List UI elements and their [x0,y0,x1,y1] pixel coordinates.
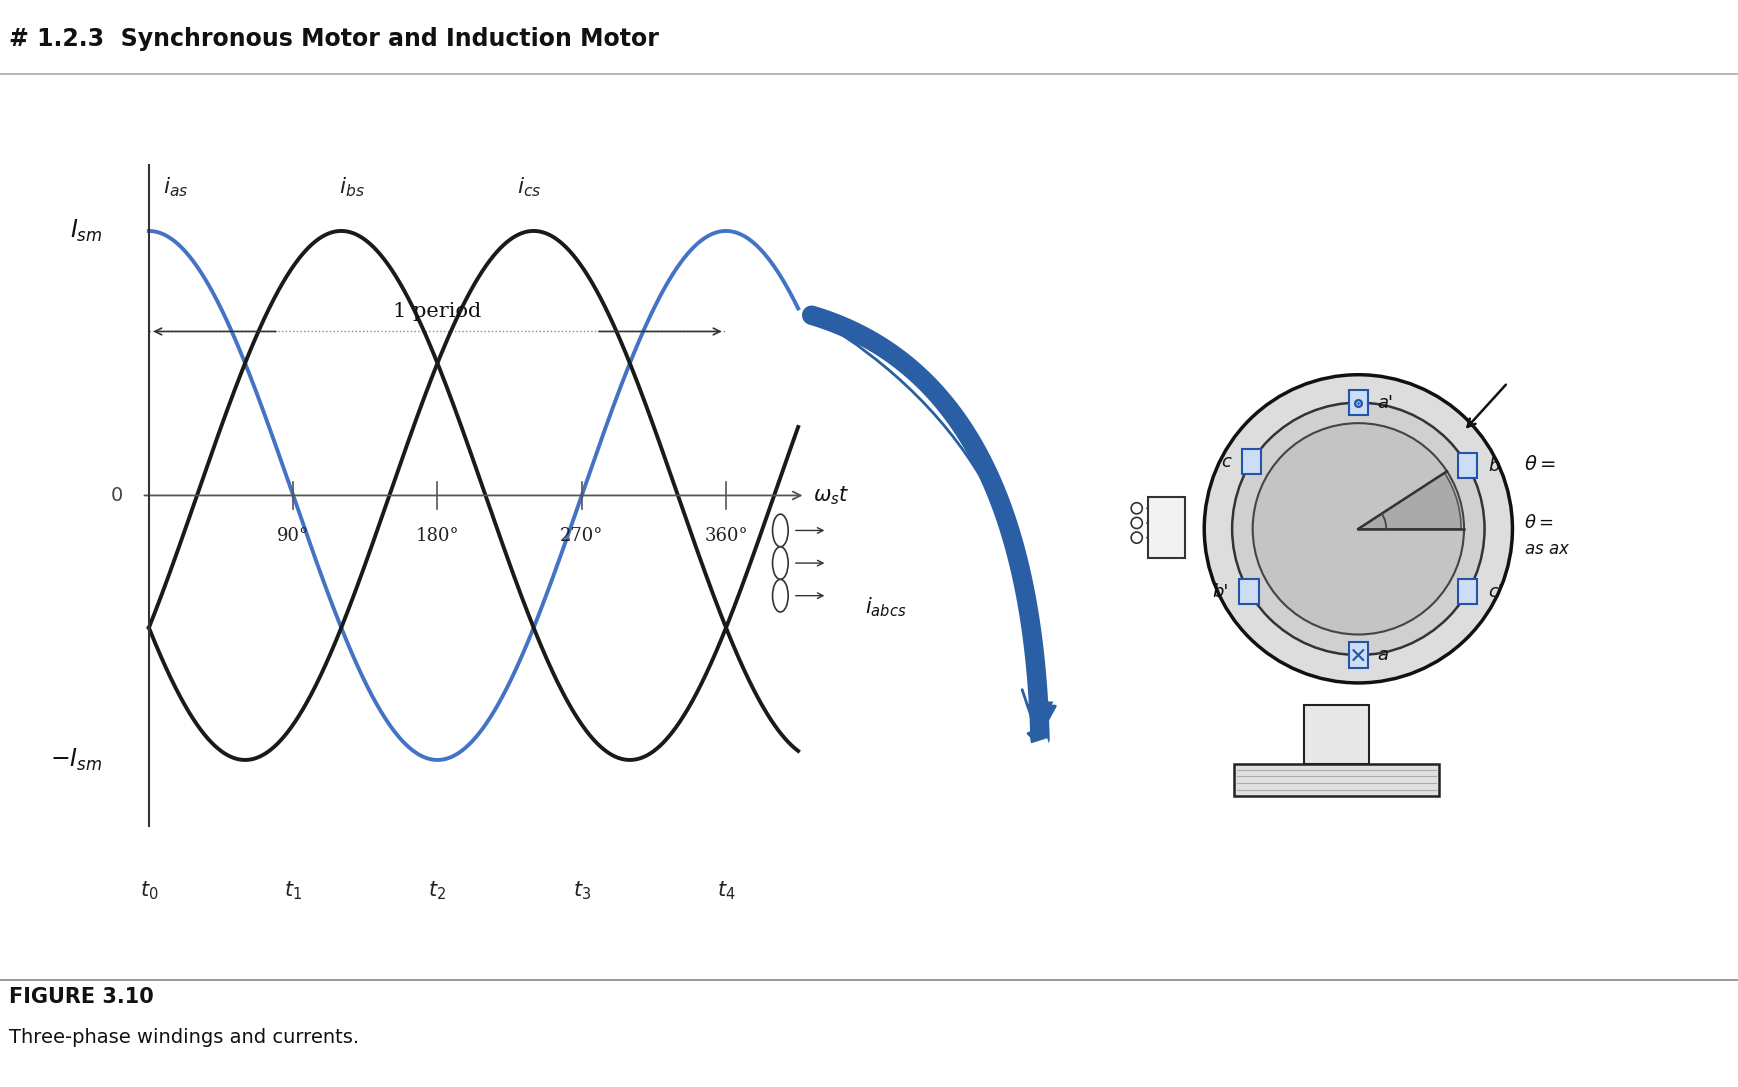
Text: 90°: 90° [276,527,309,546]
Text: $-I_{sm}$: $-I_{sm}$ [50,747,103,773]
FancyBboxPatch shape [1241,449,1260,475]
FancyBboxPatch shape [1349,642,1368,667]
Text: $0$: $0$ [109,486,123,505]
Bar [1149,497,1185,559]
Text: 180°: 180° [415,527,459,546]
FancyBboxPatch shape [1458,453,1477,478]
Text: c: c [1220,453,1231,471]
Text: b': b' [1211,583,1229,601]
Ellipse shape [1204,375,1512,683]
Text: 360°: 360° [704,527,747,546]
Text: c': c' [1488,583,1503,601]
Text: a': a' [1378,393,1394,412]
Text: $i_{bs}$: $i_{bs}$ [339,176,365,199]
Text: $t_0$: $t_0$ [139,879,158,901]
FancyBboxPatch shape [1458,579,1477,604]
Text: 270°: 270° [560,527,603,546]
Text: $as$ ax: $as$ ax [1524,540,1571,559]
Text: $t_2$: $t_2$ [429,879,447,901]
Circle shape [1131,532,1142,544]
Text: $i_{as}$: $i_{as}$ [163,176,189,199]
Text: $t_3$: $t_3$ [572,879,591,901]
Circle shape [772,579,789,612]
Text: $I_{sm}$: $I_{sm}$ [70,217,103,245]
Text: a: a [1378,646,1389,664]
Text: Three-phase windings and currents.: Three-phase windings and currents. [9,1028,358,1047]
FancyArrowPatch shape [813,316,1055,734]
Circle shape [772,547,789,579]
FancyBboxPatch shape [1239,579,1258,604]
Text: FIGURE 3.10: FIGURE 3.10 [9,987,153,1007]
Text: 1 period: 1 period [393,302,481,321]
Bar [1234,764,1439,796]
Text: $\theta =$: $\theta =$ [1524,514,1554,532]
Text: b: b [1488,457,1500,475]
Circle shape [1131,502,1142,514]
Text: $t_4$: $t_4$ [716,879,735,901]
Circle shape [772,514,789,547]
FancyBboxPatch shape [1349,390,1368,415]
Ellipse shape [1232,402,1484,655]
Text: $\omega_s t$: $\omega_s t$ [813,484,850,507]
Text: # 1.2.3  Synchronous Motor and Induction Motor: # 1.2.3 Synchronous Motor and Induction … [9,27,659,51]
Text: $\theta =$: $\theta =$ [1524,454,1556,474]
Text: $t_1$: $t_1$ [283,879,302,901]
Text: $i_{cs}$: $i_{cs}$ [516,176,541,199]
Circle shape [1131,517,1142,528]
FancyBboxPatch shape [1304,705,1368,764]
Text: $i_{abcs}$: $i_{abcs}$ [866,596,905,620]
Wedge shape [1359,473,1462,528]
Ellipse shape [1253,423,1463,635]
